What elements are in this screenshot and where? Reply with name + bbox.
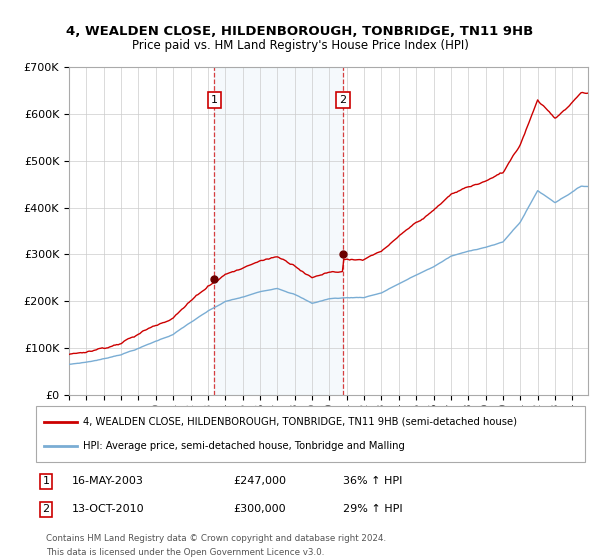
Text: 1: 1 [43, 477, 49, 487]
Text: 13-OCT-2010: 13-OCT-2010 [71, 504, 145, 514]
Text: This data is licensed under the Open Government Licence v3.0.: This data is licensed under the Open Gov… [46, 548, 324, 557]
Text: 2: 2 [43, 504, 49, 514]
Text: £247,000: £247,000 [233, 477, 287, 487]
Text: 16-MAY-2003: 16-MAY-2003 [71, 477, 143, 487]
Text: 1: 1 [211, 95, 218, 105]
Text: 2: 2 [340, 95, 346, 105]
Text: 4, WEALDEN CLOSE, HILDENBOROUGH, TONBRIDGE, TN11 9HB (semi-detached house): 4, WEALDEN CLOSE, HILDENBOROUGH, TONBRID… [83, 417, 517, 427]
Text: £300,000: £300,000 [233, 504, 286, 514]
Bar [214, 67, 343, 395]
Text: Contains HM Land Registry data © Crown copyright and database right 2024.: Contains HM Land Registry data © Crown c… [46, 534, 386, 543]
Text: Price paid vs. HM Land Registry's House Price Index (HPI): Price paid vs. HM Land Registry's House … [131, 39, 469, 52]
Text: 4, WEALDEN CLOSE, HILDENBOROUGH, TONBRIDGE, TN11 9HB: 4, WEALDEN CLOSE, HILDENBOROUGH, TONBRID… [67, 25, 533, 38]
Text: HPI: Average price, semi-detached house, Tonbridge and Malling: HPI: Average price, semi-detached house,… [83, 441, 404, 451]
Text: 29% ↑ HPI: 29% ↑ HPI [343, 504, 403, 514]
Text: 36% ↑ HPI: 36% ↑ HPI [343, 477, 403, 487]
